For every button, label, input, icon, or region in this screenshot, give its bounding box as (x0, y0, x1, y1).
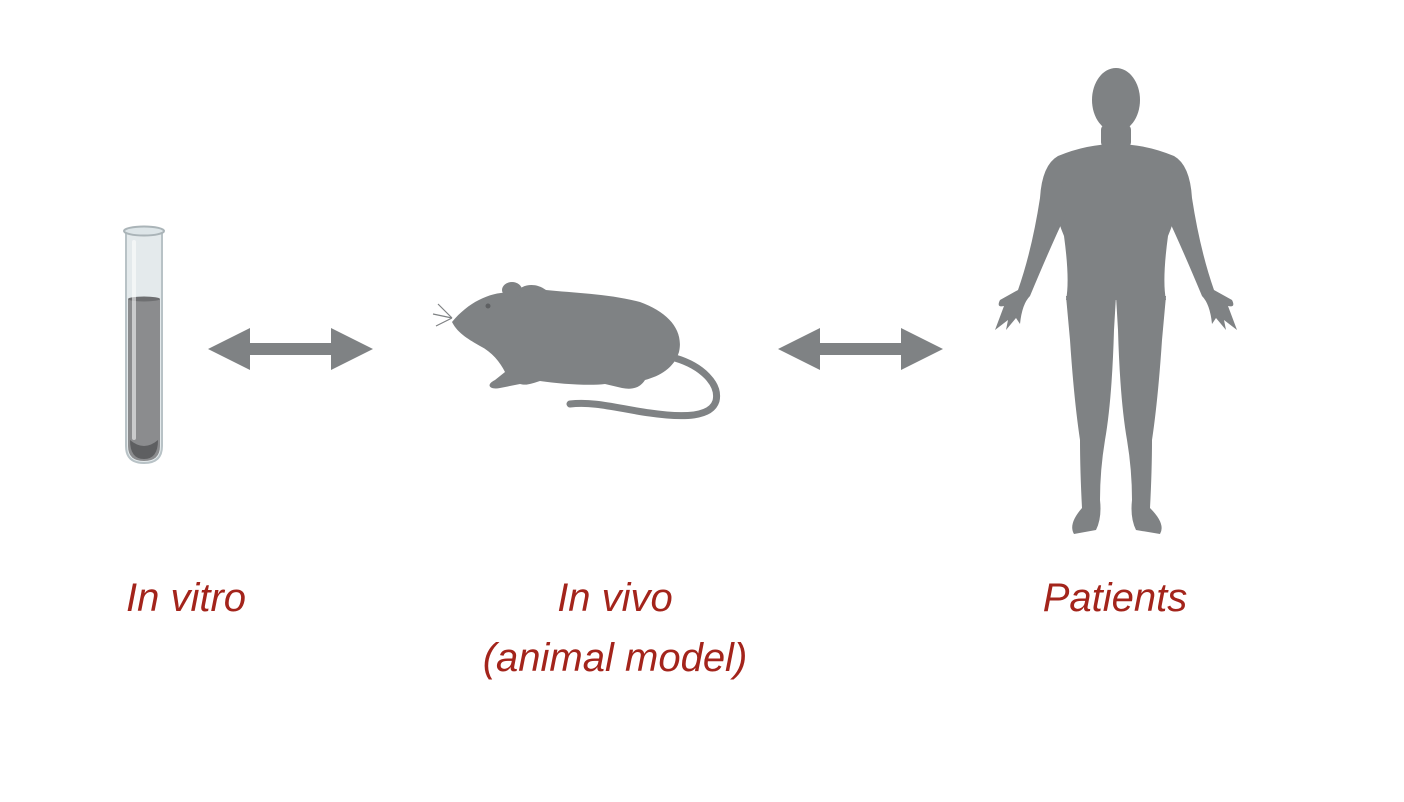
stage-label-line: Patients (1042, 576, 1188, 620)
mouse-body (452, 284, 680, 389)
human-left-arm (995, 156, 1066, 330)
double-arrow-vivo-patients (778, 328, 943, 370)
test-tube-rim (123, 225, 165, 237)
mouse-whiskers (432, 303, 453, 327)
mouse-icon (432, 282, 721, 420)
mouse-tail (566, 354, 721, 420)
human-figure-icon (995, 68, 1237, 534)
mouse-ear (502, 282, 522, 298)
stage-label-line: In vitro (125, 576, 247, 620)
human-torso (1053, 144, 1179, 300)
stage-label-in-vitro: In vitro (96, 568, 276, 628)
stage-label-line: In vivo (557, 576, 673, 620)
human-right-arm (1166, 156, 1237, 330)
stage-label-patients: Patients (1005, 568, 1225, 628)
mouse-eye (485, 303, 491, 309)
human-right-leg (1116, 296, 1166, 534)
test-tube-highlight (132, 240, 136, 440)
stage-label-in-vivo: In vivo (animal model) (455, 568, 775, 688)
human-neck (1101, 124, 1131, 148)
test-tube-icon (123, 225, 165, 465)
test-tube-sediment (130, 440, 158, 459)
human-head (1092, 68, 1140, 132)
human-left-leg (1066, 296, 1116, 534)
stage-label-subline: (animal model) (482, 636, 748, 680)
double-arrow-vitro-vivo (208, 328, 373, 370)
